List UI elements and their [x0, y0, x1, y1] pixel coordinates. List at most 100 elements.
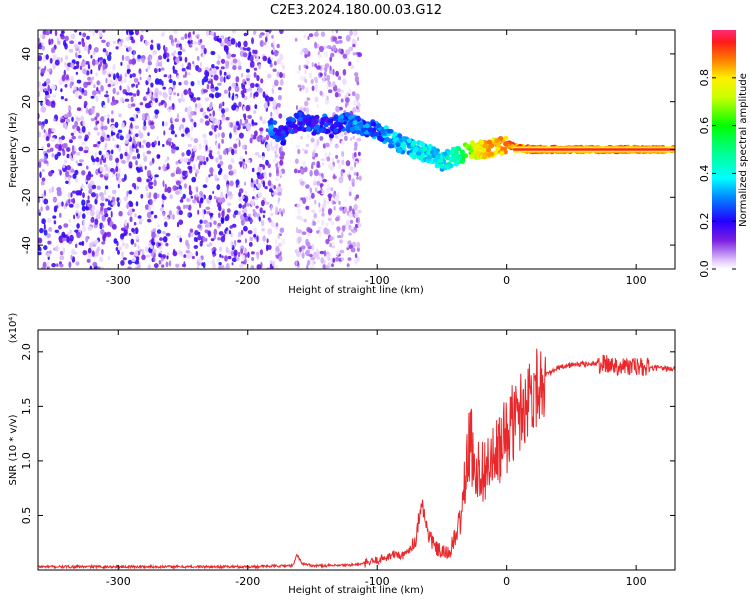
signal-cell	[380, 128, 386, 134]
noise-cell	[202, 89, 208, 93]
noise-cell	[79, 128, 83, 135]
noise-cell	[123, 196, 128, 202]
noise-cell	[232, 65, 237, 71]
noise-cell	[242, 204, 245, 209]
noise-cell	[47, 100, 52, 107]
noise-cell	[217, 197, 223, 203]
noise-cell	[175, 43, 180, 48]
noise-cell	[134, 250, 139, 257]
noise-cell	[156, 229, 162, 234]
noise-cell	[305, 107, 310, 115]
noise-cell	[72, 251, 78, 255]
noise-cell	[76, 107, 82, 111]
noise-cell	[101, 225, 105, 229]
noise-cell	[124, 140, 129, 144]
noise-cell	[71, 150, 76, 155]
noise-cell	[274, 153, 279, 159]
noise-cell	[332, 68, 335, 76]
signal-cell	[413, 146, 419, 152]
noise-cell	[195, 250, 199, 257]
noise-cell	[92, 30, 95, 37]
noise-cell	[118, 113, 122, 118]
noise-cell	[100, 116, 105, 122]
noise-cell	[282, 65, 285, 70]
noise-cell	[275, 143, 279, 149]
noise-cell	[48, 227, 53, 232]
noise-cell	[327, 208, 333, 215]
noise-cell	[323, 197, 327, 205]
signal-cell	[503, 141, 509, 147]
noise-cell	[118, 41, 121, 48]
noise-cell	[153, 176, 157, 181]
noise-cell	[316, 250, 320, 257]
noise-cell	[158, 253, 162, 258]
noise-cell	[38, 131, 41, 138]
noise-cell	[261, 155, 265, 161]
noise-cell	[221, 138, 225, 144]
noise-cell	[314, 96, 319, 103]
noise-cell	[339, 239, 343, 244]
noise-cell	[158, 78, 163, 85]
noise-cell	[38, 55, 42, 62]
noise-cell	[231, 262, 234, 266]
noise-cell	[138, 132, 144, 139]
noise-cell	[332, 81, 336, 87]
noise-cell	[248, 80, 251, 86]
noise-cell	[94, 30, 99, 34]
noise-cell	[56, 202, 62, 207]
noise-cell	[355, 93, 360, 101]
noise-cell	[165, 140, 169, 146]
signal-cell	[267, 119, 273, 125]
signal-cell	[272, 134, 278, 140]
snr-plot-area	[38, 330, 675, 570]
noise-cell	[40, 206, 43, 212]
noise-cell	[244, 144, 248, 151]
noise-cell	[235, 182, 238, 188]
signal-cell	[297, 116, 303, 122]
noise-cell	[238, 203, 242, 209]
noise-cell	[346, 57, 349, 61]
noise-cell	[134, 242, 137, 247]
signal-cell	[481, 154, 488, 160]
noise-cell	[277, 198, 280, 205]
noise-cell	[308, 72, 313, 79]
signal-cell	[379, 137, 385, 143]
noise-cell	[138, 68, 142, 75]
noise-cell	[81, 41, 86, 48]
noise-cell	[88, 30, 93, 33]
noise-cell	[238, 198, 243, 202]
noise-cell	[124, 243, 129, 250]
noise-cell	[207, 230, 212, 238]
noise-cell	[161, 264, 165, 268]
noise-cell	[53, 220, 57, 225]
noise-cell	[235, 107, 239, 112]
noise-cell	[310, 79, 314, 84]
signal-cell	[426, 150, 432, 156]
noise-cell	[94, 152, 97, 159]
noise-cell	[216, 61, 221, 65]
noise-cell	[127, 46, 132, 52]
noise-cell	[243, 207, 248, 214]
noise-cell	[205, 144, 208, 151]
noise-cell	[115, 166, 119, 173]
noise-cell	[331, 263, 334, 268]
noise-cell	[337, 235, 342, 239]
noise-cell	[107, 220, 110, 226]
noise-cell	[210, 217, 213, 222]
noise-cell	[75, 117, 81, 121]
noise-cell	[314, 187, 318, 193]
noise-cell	[78, 31, 82, 36]
signal-cell	[338, 114, 344, 120]
noise-cell	[268, 96, 274, 102]
noise-cell	[161, 80, 164, 87]
noise-cell	[249, 218, 253, 223]
colorbar: 0.00.20.40.60.8 Normalized spectral ampl…	[698, 30, 749, 278]
signal-cell	[369, 132, 376, 138]
noise-cell	[94, 116, 98, 121]
noise-cell	[151, 241, 156, 246]
noise-cell	[278, 183, 281, 188]
noise-cell	[270, 111, 273, 117]
noise-cell	[177, 168, 182, 175]
